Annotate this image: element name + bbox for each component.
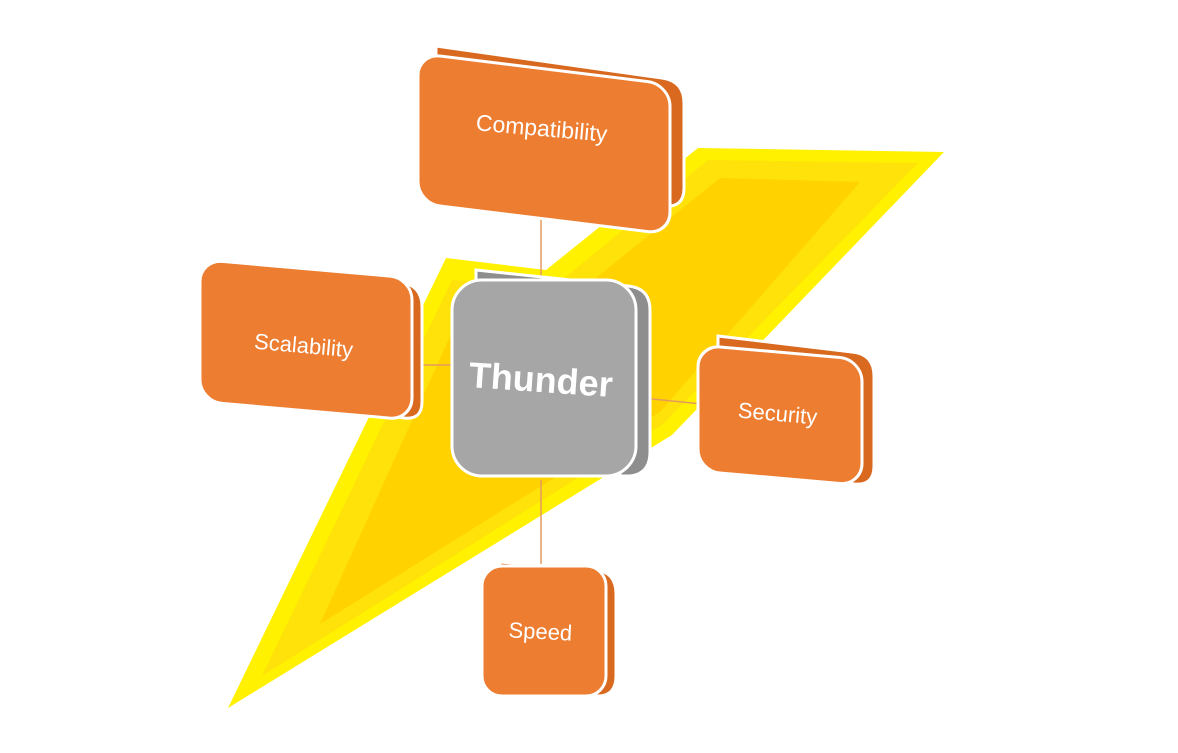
node-thunder-label: Thunder <box>468 354 614 405</box>
node-speed-label: Speed <box>508 617 573 645</box>
node-compatibility-face <box>416 54 672 234</box>
node-thunder: Thunder <box>450 268 652 478</box>
node-speed-face <box>480 564 608 698</box>
node-scalability-face <box>198 259 414 420</box>
node-speed: Speed <box>480 560 618 698</box>
node-compatibility: Compatibility <box>416 44 686 234</box>
node-security: Security <box>696 334 876 486</box>
node-thunder-face <box>450 278 638 478</box>
node-scalability: Scalability <box>198 259 424 420</box>
node-security-face <box>696 345 864 486</box>
